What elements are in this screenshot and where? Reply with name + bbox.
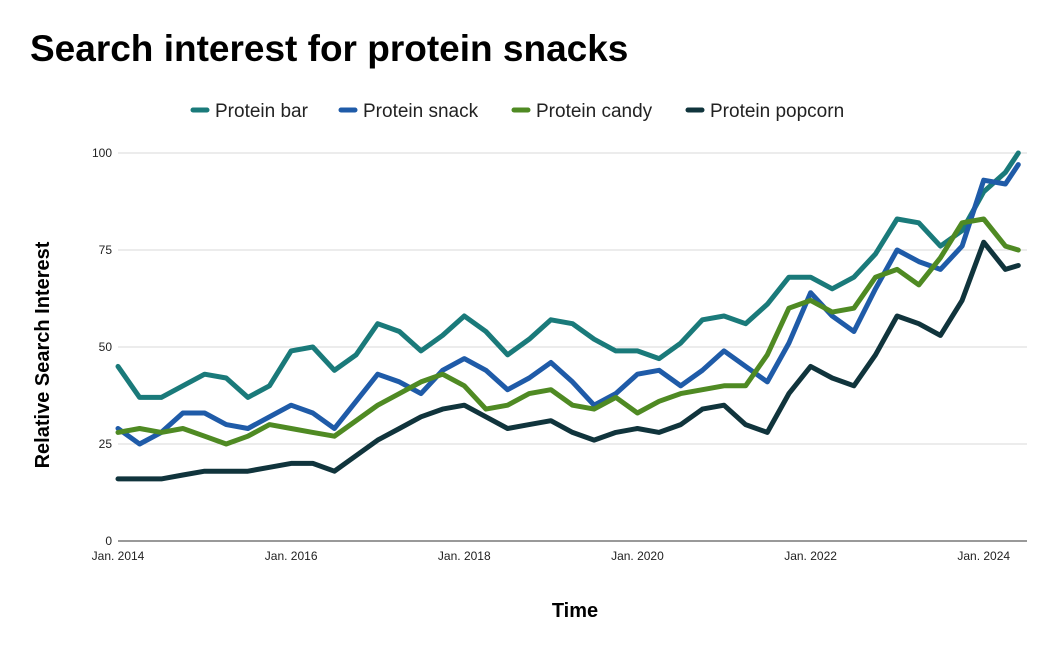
y-tick-label: 100 bbox=[92, 146, 112, 160]
x-tick-label: Jan. 2024 bbox=[957, 549, 1010, 563]
legend: Protein bar Protein snack Protein candy Pro… bbox=[190, 101, 844, 122]
x-tick-layer: Jan. 2014 Jan. 2016 Jan. 2018 Jan. 2020 Jan.… bbox=[92, 549, 1011, 563]
x-tick-label: Jan. 2020 bbox=[611, 549, 664, 563]
grid-layer bbox=[118, 152, 1027, 542]
y-tick-label: 75 bbox=[99, 243, 113, 257]
y-tick-label: 0 bbox=[105, 534, 112, 548]
y-tick-layer: 0 25 50 75 100 bbox=[92, 146, 112, 548]
legend-label: Protein snack bbox=[363, 101, 479, 122]
x-axis-title: Time bbox=[552, 600, 598, 622]
x-tick-label: Jan. 2014 bbox=[92, 549, 145, 563]
series-layer bbox=[115, 150, 1021, 482]
legend-label: Protein bar bbox=[215, 101, 309, 122]
series-line-protein-popcorn bbox=[115, 239, 1021, 482]
x-tick-label: Jan. 2018 bbox=[438, 549, 491, 563]
legend-label: Protein candy bbox=[536, 101, 653, 122]
series-line-protein-bar bbox=[115, 150, 1021, 400]
series-line-protein-snack bbox=[115, 162, 1021, 447]
x-tick-label: Jan. 2016 bbox=[265, 549, 318, 563]
legend-label: Protein popcorn bbox=[710, 101, 844, 122]
chart-title: Search interest for protein snacks bbox=[30, 28, 629, 69]
x-tick-label: Jan. 2022 bbox=[784, 549, 837, 563]
y-tick-label: 25 bbox=[99, 437, 113, 451]
y-axis-title: Relative Search Interest bbox=[32, 241, 54, 468]
series-line-protein-candy bbox=[115, 216, 1021, 447]
y-tick-label: 50 bbox=[99, 340, 113, 354]
